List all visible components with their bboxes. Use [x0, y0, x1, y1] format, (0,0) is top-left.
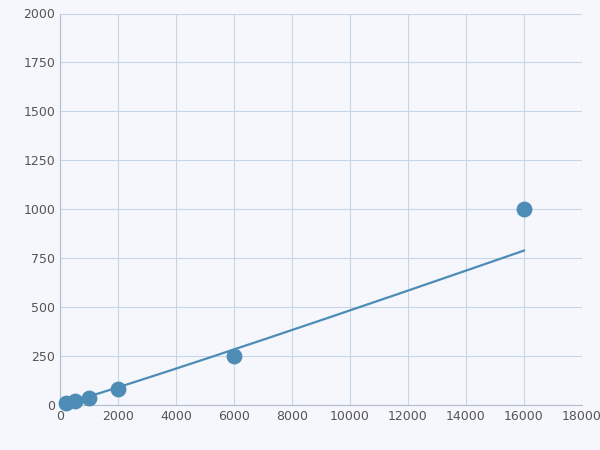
Point [519, 206, 529, 213]
Point [113, 386, 123, 393]
Point [70, 397, 79, 404]
Point [84, 395, 94, 402]
Point [61, 400, 71, 407]
Point [229, 352, 239, 360]
